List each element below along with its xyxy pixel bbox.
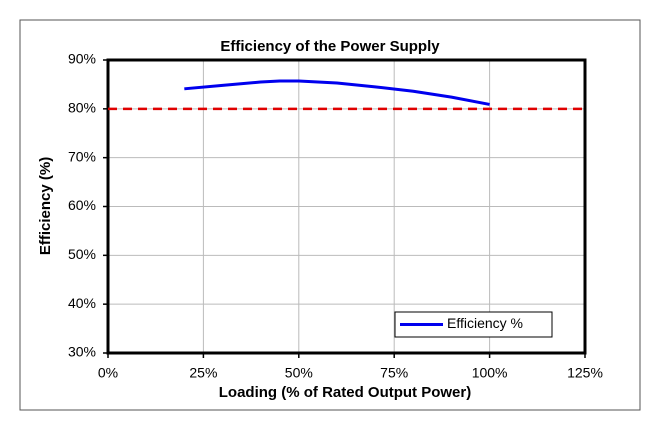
y-tick-label: 30% [68, 344, 96, 360]
x-axis-label: Loading (% of Rated Output Power) [219, 384, 471, 401]
x-tick-label: 50% [285, 365, 313, 381]
y-tick-label: 50% [68, 246, 96, 262]
chart-title: Efficiency of the Power Supply [220, 38, 440, 55]
plot-area-border [106, 58, 587, 355]
data-line [184, 79, 490, 106]
y-tick-label: 70% [68, 148, 96, 164]
chart-frame [19, 19, 641, 411]
y-tick-label: 40% [68, 295, 96, 311]
x-tick-label: 100% [472, 365, 508, 381]
x-tick-label: 125% [567, 365, 603, 381]
x-tick-label: 75% [380, 365, 408, 381]
y-tick-label: 60% [68, 197, 96, 213]
x-tick-label: 0% [98, 365, 118, 381]
y-tick-label: 80% [68, 100, 96, 116]
legend-label: Efficiency % [447, 315, 523, 331]
x-tick-label: 25% [189, 365, 217, 381]
y-tick-label: 90% [68, 51, 96, 67]
y-axis-label: Efficiency (%) [37, 157, 54, 255]
